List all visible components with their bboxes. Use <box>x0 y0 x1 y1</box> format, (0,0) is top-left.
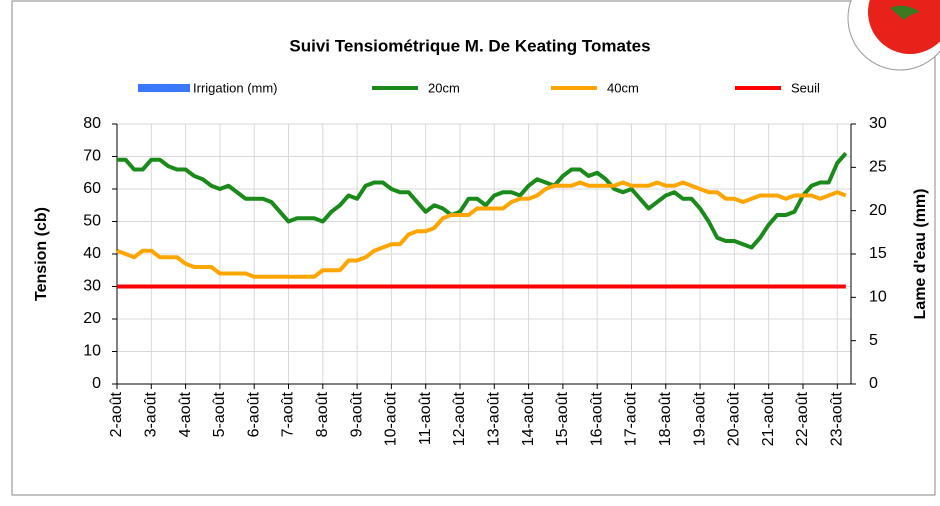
legend-label: Irrigation (mm) <box>193 80 278 95</box>
x-tick-label: 18-août <box>657 391 674 446</box>
y-axis-label: Tension (cb) <box>33 207 50 301</box>
chart: Suivi Tensiométrique M. De Keating Tomat… <box>0 0 940 501</box>
x-tick-label: 4-août <box>177 391 194 437</box>
page: Suivi Tensiométrique M. De Keating Tomat… <box>0 0 940 501</box>
y2-tick-label: 30 <box>869 115 887 132</box>
x-tick-label: 5-août <box>211 391 228 437</box>
y-tick-label: 30 <box>83 278 101 295</box>
y-tick-label: 70 <box>83 148 101 165</box>
x-tick-label: 11-août <box>417 391 434 445</box>
x-tick-label: 14-août <box>520 391 537 446</box>
chart-title: Suivi Tensiométrique M. De Keating Tomat… <box>289 36 650 55</box>
y2-tick-label: 10 <box>869 289 887 306</box>
x-tick-label: 21-août <box>760 391 777 446</box>
x-tick-label: 20-août <box>726 391 743 446</box>
y-tick-label: 50 <box>83 213 101 230</box>
y-tick-label: 60 <box>83 180 101 197</box>
x-tick-label: 12-août <box>451 391 468 446</box>
x-tick-label: 17-août <box>623 391 640 446</box>
x-tick-label: 3-août <box>143 391 160 437</box>
y2-tick-label: 20 <box>869 202 887 219</box>
x-tick-label: 2-août <box>108 391 125 437</box>
x-tick-label: 9-août <box>348 391 365 437</box>
x-tick-label: 23-août <box>828 391 845 446</box>
x-tick-label: 10-août <box>383 391 400 446</box>
legend-swatch <box>138 84 190 92</box>
y2-tick-label: 15 <box>869 245 887 262</box>
y-tick-label: 0 <box>92 375 101 392</box>
legend-label: 40cm <box>607 80 639 95</box>
x-tick-label: 15-août <box>554 391 571 446</box>
y-tick-label: 80 <box>83 115 101 132</box>
x-tick-label: 19-août <box>691 391 708 446</box>
x-tick-label: 6-août <box>245 391 262 437</box>
y-tick-label: 10 <box>83 343 101 360</box>
y2-tick-label: 5 <box>869 332 878 349</box>
y2-tick-label: 25 <box>869 159 887 176</box>
x-tick-label: 8-août <box>314 391 331 437</box>
legend-label: 20cm <box>428 80 460 95</box>
x-tick-label: 22-août <box>794 391 811 446</box>
y2-tick-label: 0 <box>869 375 878 392</box>
x-tick-label: 13-août <box>486 391 503 446</box>
x-tick-label: 7-août <box>280 391 297 437</box>
y2-axis-label: Lame d'eau (mm) <box>912 189 929 320</box>
y-tick-label: 40 <box>83 245 101 262</box>
y-tick-label: 20 <box>83 310 101 327</box>
legend-label: Seuil <box>791 80 820 95</box>
x-tick-label: 16-août <box>588 391 605 446</box>
